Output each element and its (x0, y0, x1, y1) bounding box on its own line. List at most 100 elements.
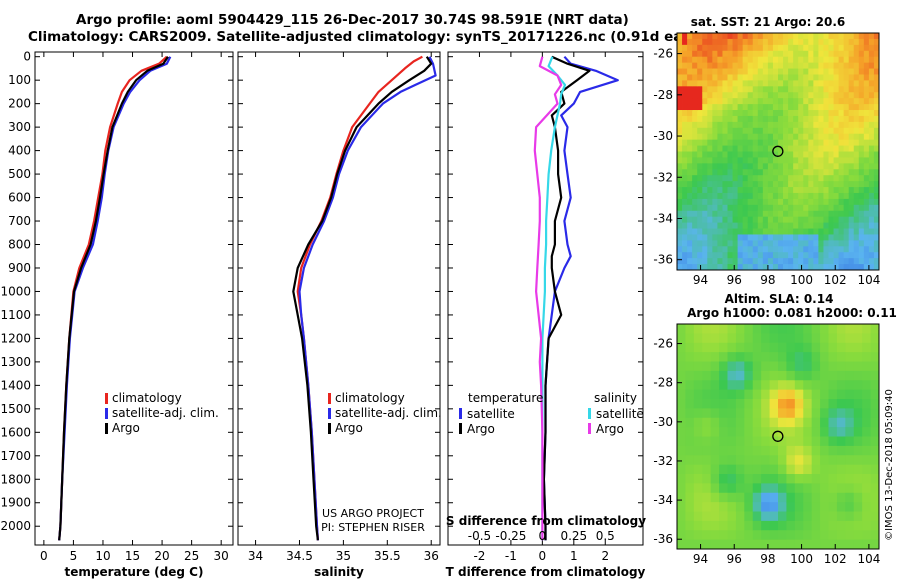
map-cell (853, 389, 863, 400)
map-cell (838, 264, 845, 271)
map-cell (702, 175, 708, 182)
map-cell (853, 361, 863, 372)
map-cell (853, 370, 863, 381)
map-cell (769, 352, 779, 362)
map-cell (677, 408, 686, 419)
map-cell (697, 139, 703, 146)
map-cell (742, 62, 749, 69)
map-cell (707, 115, 713, 123)
map-cell (682, 33, 688, 40)
map-cell (853, 352, 863, 362)
map-cell (722, 175, 728, 182)
map-cell (823, 210, 829, 218)
y-tick-label: 1900 (0, 496, 31, 510)
map-cell (772, 121, 779, 129)
map-cell (862, 408, 871, 419)
map-cell (757, 204, 764, 212)
map-cell (687, 110, 693, 117)
map-cell (828, 157, 834, 164)
map-cell (783, 62, 789, 69)
map-cell (778, 110, 784, 117)
map-cell (818, 222, 824, 229)
map-cell (732, 181, 738, 188)
map-cell (823, 80, 829, 87)
map-cell (761, 352, 770, 362)
map-cell (858, 133, 865, 141)
map-cell (828, 352, 838, 362)
map-cell (828, 92, 834, 99)
map-cell (823, 104, 829, 111)
map-cell (719, 352, 728, 362)
map-cell (719, 370, 728, 381)
map-cell (828, 483, 838, 494)
map-cell (722, 33, 728, 40)
map-cell (778, 258, 784, 265)
map-cell (697, 204, 703, 212)
map-cell (823, 222, 829, 229)
map-cell (717, 252, 723, 259)
map-cell (744, 361, 754, 372)
map-cell (685, 342, 695, 353)
map-cell (767, 38, 774, 46)
map-cell (685, 511, 695, 522)
map-cell (735, 464, 745, 475)
map-cell (803, 511, 813, 522)
map-cell (687, 181, 693, 188)
map-cell (685, 474, 695, 484)
map-cell (786, 352, 796, 362)
map-cell (828, 520, 838, 531)
map-cell (793, 264, 799, 271)
map-cell (712, 246, 718, 253)
map-cell (783, 86, 789, 93)
map-cell (848, 104, 855, 111)
map-cell (828, 145, 834, 152)
map-cell (752, 80, 759, 87)
map-cell (863, 240, 870, 247)
map-cell (702, 181, 708, 188)
map-cell (702, 370, 712, 381)
map-cell (697, 110, 703, 117)
map-cell (862, 417, 871, 428)
credit-pi: PI: STEPHEN RISER (321, 521, 425, 534)
map-cell (707, 80, 713, 87)
map-cell (747, 56, 754, 64)
map-cell (870, 342, 880, 353)
map-cell (742, 187, 749, 194)
map-cell (813, 127, 819, 135)
map-cell (811, 445, 821, 456)
s-tick-label: 0.25 (560, 529, 587, 543)
map-cell (717, 98, 723, 105)
map-cell (818, 92, 824, 99)
map-cell (808, 187, 814, 194)
map-cell (772, 252, 779, 259)
map-cell (873, 216, 880, 223)
map-cell (808, 139, 814, 146)
map-cell (687, 127, 693, 135)
map-cell (757, 110, 764, 117)
map-cell (772, 192, 779, 200)
map-cell (717, 121, 723, 129)
map-cell (868, 187, 875, 194)
map-cell (798, 92, 804, 99)
map-cell (682, 50, 688, 58)
legend-label: satellite (596, 407, 644, 421)
map-cell (873, 133, 880, 141)
map-cell (845, 455, 855, 466)
map-cell (803, 204, 809, 212)
map-cell (677, 62, 683, 69)
map-cell (772, 127, 779, 135)
map-cell (798, 139, 804, 146)
map-cell (803, 98, 809, 105)
map-cell (767, 133, 774, 141)
map-cell (848, 151, 855, 158)
map-cell (762, 44, 769, 52)
map-cell (788, 110, 794, 117)
map-cell (808, 175, 814, 182)
legend-label: satellite-adj. clim. (112, 406, 219, 420)
map-cell (808, 210, 814, 218)
map-cell (685, 530, 695, 541)
map-cell (836, 324, 846, 334)
map-cell (828, 133, 834, 141)
map-cell (685, 389, 695, 400)
map-cell (778, 104, 784, 111)
